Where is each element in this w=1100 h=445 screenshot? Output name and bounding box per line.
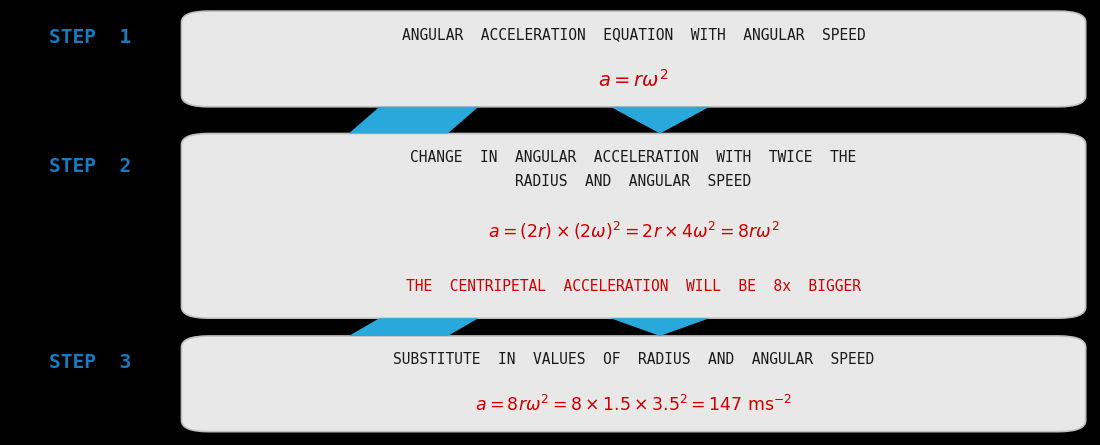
Text: $a = 8r\omega^2 = 8 \times 1.5 \times 3.5^2 = 147\ \mathrm{ms}^{-2}$: $a = 8r\omega^2 = 8 \times 1.5 \times 3.… [475, 395, 792, 415]
Polygon shape [610, 107, 710, 134]
Text: RADIUS  AND  ANGULAR  SPEED: RADIUS AND ANGULAR SPEED [516, 174, 751, 189]
Text: CHANGE  IN  ANGULAR  ACCELERATION  WITH  TWICE  THE: CHANGE IN ANGULAR ACCELERATION WITH TWIC… [410, 150, 857, 165]
Polygon shape [349, 318, 478, 336]
Text: STEP  1: STEP 1 [50, 28, 131, 48]
Polygon shape [610, 318, 710, 336]
Text: STEP  2: STEP 2 [50, 157, 131, 176]
Text: $a = r\omega^2$: $a = r\omega^2$ [598, 69, 669, 91]
Text: THE  CENTRIPETAL  ACCELERATION  WILL  BE  8x  BIGGER: THE CENTRIPETAL ACCELERATION WILL BE 8x … [406, 279, 861, 294]
FancyBboxPatch shape [182, 336, 1086, 432]
Text: SUBSTITUTE  IN  VALUES  OF  RADIUS  AND  ANGULAR  SPEED: SUBSTITUTE IN VALUES OF RADIUS AND ANGUL… [393, 352, 874, 368]
FancyBboxPatch shape [182, 134, 1086, 318]
FancyBboxPatch shape [182, 11, 1086, 107]
Text: ANGULAR  ACCELERATION  EQUATION  WITH  ANGULAR  SPEED: ANGULAR ACCELERATION EQUATION WITH ANGUL… [402, 28, 866, 43]
Text: STEP  3: STEP 3 [50, 353, 131, 372]
Text: $a = (2r) \times (2\omega)^2 = 2r \times 4\omega^2 = 8r\omega^2$: $a = (2r) \times (2\omega)^2 = 2r \times… [487, 220, 780, 243]
Polygon shape [349, 107, 478, 134]
